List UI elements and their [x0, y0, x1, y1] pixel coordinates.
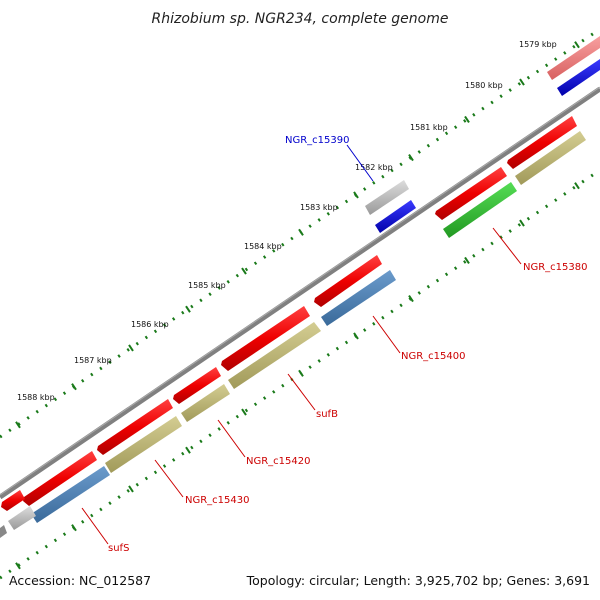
gene-feature-pink[interactable] [547, 36, 600, 80]
tick-mark [185, 446, 191, 454]
tick-mark [464, 115, 470, 123]
tick-label: 1580 kbp [465, 81, 503, 90]
gene-arrow-red[interactable] [314, 255, 382, 307]
callout-NGR_c15420 [217, 419, 246, 458]
gene-NGR_c15390-cds[interactable] [365, 180, 416, 233]
tick-mark [241, 408, 247, 416]
map-title: Rhizobium sp. NGR234, complete genome [152, 11, 449, 27]
gene-cds-gray[interactable] [8, 506, 36, 530]
gene-feature-blue[interactable] [557, 59, 600, 96]
callout-sufS [81, 507, 109, 545]
gene-cds-green[interactable] [443, 182, 517, 238]
genome-summary-text: Topology: circular; Length: 3,925,702 bp… [246, 573, 590, 588]
gene-cds-khaki[interactable] [515, 131, 586, 185]
tick-mark [185, 305, 191, 313]
tick-ring-outer [0, 27, 600, 439]
callout-sufB [287, 373, 316, 411]
gene-callouts [81, 144, 522, 545]
gene-arrow-red[interactable] [1, 490, 25, 511]
tick-label: 1582 kbp [355, 163, 393, 172]
gene-label[interactable]: sufB [316, 409, 338, 420]
genome-backbone-highlight [0, 86, 600, 496]
major-ticks-inner [15, 182, 580, 570]
gene-cds-steelblue[interactable] [31, 466, 110, 523]
tick-mark [15, 562, 21, 570]
tick-mark [241, 267, 247, 275]
tick-mark [71, 383, 77, 391]
callout-NGR_c15400 [372, 315, 401, 354]
tick-mark [15, 421, 21, 429]
gene-arrow-red[interactable] [507, 116, 577, 169]
tick-label: 1587 kbp [74, 356, 112, 365]
gene-arrow-red[interactable] [23, 451, 97, 506]
tick-mark [71, 524, 77, 532]
gene-arrow-red[interactable] [173, 367, 221, 404]
tick-mark [353, 332, 359, 340]
callout-NGR_c15390 [346, 144, 374, 182]
major-ticks-outer [15, 41, 580, 429]
gene-label[interactable]: NGR_c15430 [185, 495, 250, 506]
tick-mark [408, 153, 414, 162]
gene-features [0, 36, 600, 538]
tick-mark [128, 485, 134, 493]
tick-label: 1586 kbp [131, 320, 169, 329]
gene-cds-gray[interactable] [0, 525, 7, 538]
gene-label[interactable]: NGR_c15420 [246, 456, 311, 467]
gene-label[interactable]: NGR_c15380 [523, 262, 588, 273]
accession-text: Accession: NC_012587 [9, 573, 152, 588]
gene-label[interactable]: sufS [108, 543, 129, 554]
gene-cds-khaki[interactable] [228, 322, 321, 389]
tick-mark [298, 369, 304, 377]
tick-mark [128, 344, 134, 352]
tick-label: 1579 kbp [519, 40, 557, 49]
tick-mark [519, 219, 525, 227]
tick-mark [519, 78, 525, 86]
tick-label: 1583 kbp [300, 203, 338, 212]
gene-arrow-red[interactable] [221, 306, 310, 371]
callout-NGR_c15430 [154, 459, 184, 498]
tick-mark [464, 256, 470, 264]
gene-arrow-red[interactable] [97, 399, 173, 455]
gene-label[interactable]: NGR_c15390 [285, 135, 350, 146]
gene-cds-steelblue[interactable] [321, 270, 396, 326]
tick-label: 1584 kbp [244, 242, 282, 251]
callout-NGR_c15380 [492, 227, 522, 265]
gene-cds-khaki[interactable] [105, 416, 182, 473]
gene-cds-khaki[interactable] [181, 384, 230, 422]
gene-arrow-red[interactable] [435, 167, 507, 220]
genome-backbone [0, 86, 600, 500]
tick-mark [353, 191, 359, 199]
tick-label: 1585 kbp [188, 281, 226, 290]
tick-label: 1588 kbp [17, 393, 55, 402]
tick-mark [574, 182, 580, 190]
tick-labels: 1579 kbp 1580 kbp 1581 kbp 1582 kbp 1583 kbp… [17, 40, 557, 402]
tick-label: 1581 kbp [410, 123, 448, 132]
tick-mark [574, 41, 580, 49]
tick-mark [298, 228, 304, 236]
gene-label[interactable]: NGR_c15400 [401, 351, 466, 362]
gene-labels: NGR_c15390 NGR_c15380 NGR_c15400 sufB NGR_c1… [108, 135, 588, 554]
tick-mark [408, 294, 414, 303]
